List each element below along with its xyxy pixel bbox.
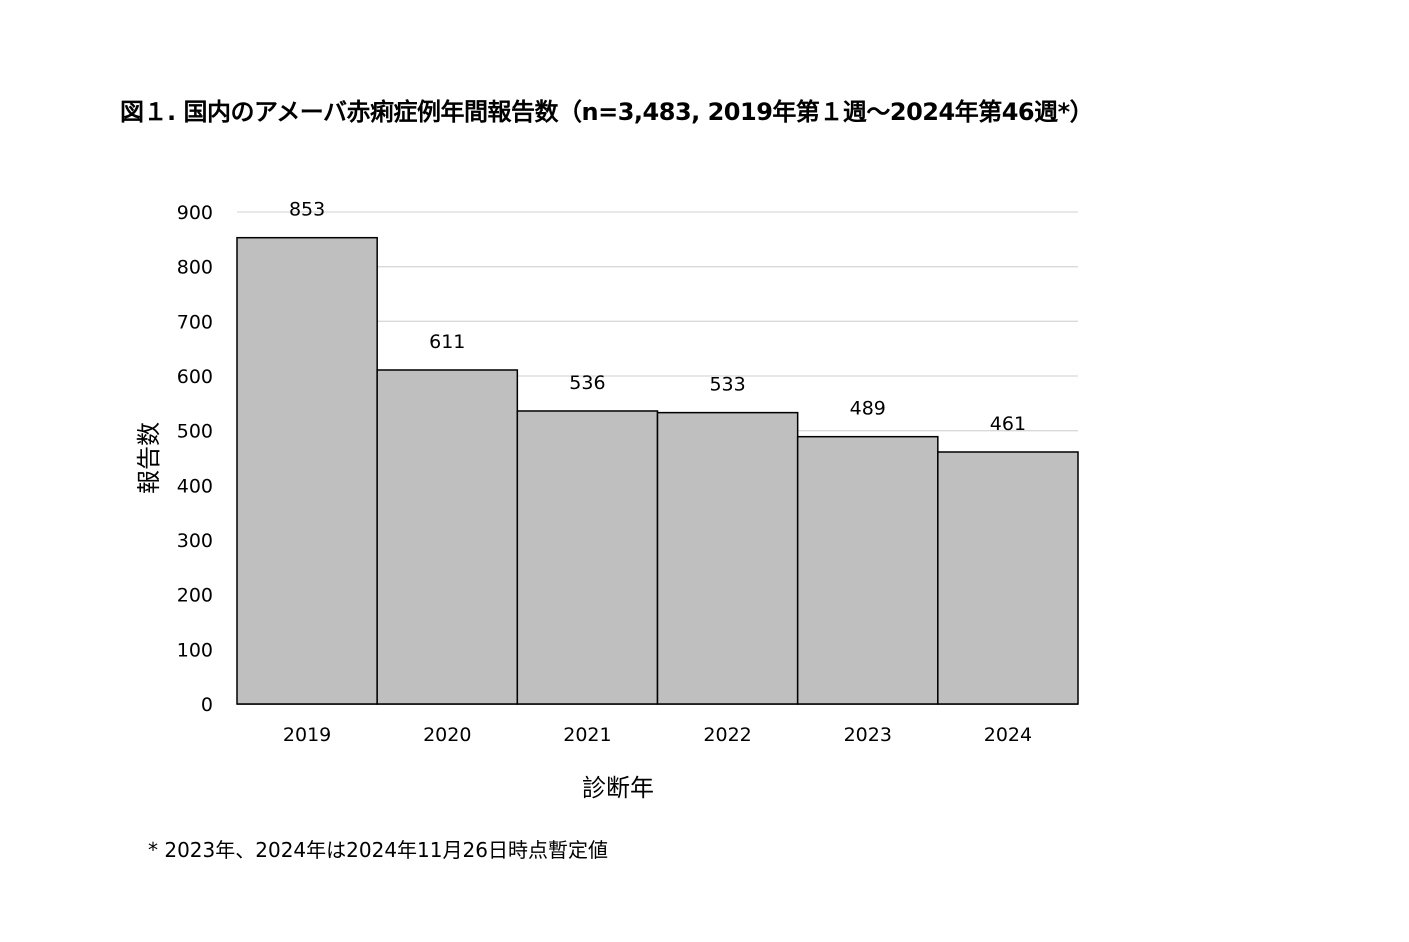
bar bbox=[516, 410, 659, 705]
y-tick-label: 600 bbox=[177, 366, 213, 388]
data-label: 611 bbox=[429, 331, 465, 353]
y-tick-label: 900 bbox=[177, 202, 213, 224]
bar bbox=[656, 411, 799, 705]
data-label: 853 bbox=[289, 199, 325, 221]
x-tick-label: 2024 bbox=[984, 724, 1032, 746]
footnote: * 2023年、2024年は2024年11月26日時点暫定値 bbox=[148, 838, 608, 862]
y-tick-label: 200 bbox=[177, 585, 213, 607]
x-tick-label: 2022 bbox=[703, 724, 751, 746]
y-tick-label: 100 bbox=[177, 639, 213, 661]
data-label: 536 bbox=[569, 372, 605, 394]
bar bbox=[376, 369, 519, 705]
y-tick-label: 700 bbox=[177, 311, 213, 333]
x-tick-label: 2023 bbox=[844, 724, 892, 746]
data-label: 461 bbox=[990, 413, 1026, 435]
x-tick-label: 2020 bbox=[423, 724, 471, 746]
y-tick-label: 300 bbox=[177, 530, 213, 552]
bar bbox=[796, 435, 939, 705]
x-tick-label: 2021 bbox=[563, 724, 611, 746]
data-label: 533 bbox=[709, 374, 745, 396]
x-tick-label: 2019 bbox=[283, 724, 331, 746]
y-axis-title: 報告数 bbox=[135, 422, 163, 494]
y-tick-label: 0 bbox=[201, 694, 213, 716]
bar bbox=[236, 236, 378, 705]
y-tick-label: 400 bbox=[177, 475, 213, 497]
chart-title: 図１. 国内のアメーバ赤痢症例年間報告数（n=3,483, 2019年第１週～2… bbox=[120, 98, 1094, 126]
bar bbox=[937, 451, 1079, 705]
x-axis-title: 診断年 bbox=[582, 774, 654, 802]
y-tick-label: 800 bbox=[177, 257, 213, 279]
data-label: 489 bbox=[850, 398, 886, 420]
y-tick-label: 500 bbox=[177, 421, 213, 443]
